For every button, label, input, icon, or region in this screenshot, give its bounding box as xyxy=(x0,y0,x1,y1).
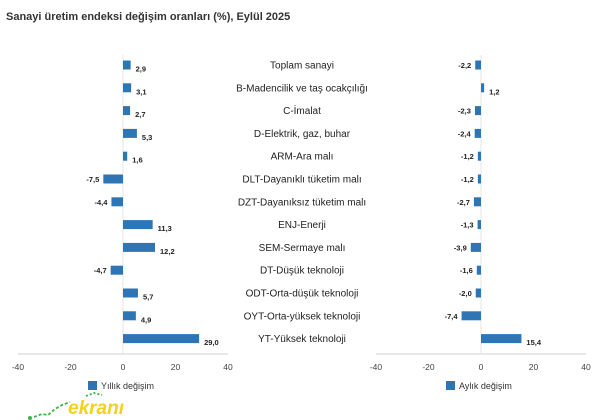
bar-annual xyxy=(123,220,153,230)
data-label-annual: -4,4 xyxy=(95,198,109,207)
bar-annual xyxy=(123,60,131,70)
bar-annual xyxy=(123,288,138,298)
legend-swatch-annual xyxy=(88,381,97,390)
bar-monthly xyxy=(476,265,481,275)
category-label: DT-Düşük teknoloji xyxy=(260,266,344,277)
bar-monthly xyxy=(461,311,481,321)
bar-monthly xyxy=(481,334,522,344)
data-label-monthly: 15,4 xyxy=(526,338,541,347)
category-label: OYT-Orta-yüksek teknoloji xyxy=(244,311,361,322)
bar-monthly xyxy=(473,197,481,207)
data-label-annual: -4,7 xyxy=(94,266,107,275)
category-label: ENJ-Enerji xyxy=(278,220,326,231)
data-label-monthly: -2,2 xyxy=(458,61,471,70)
data-label-annual: 1,6 xyxy=(132,156,142,165)
x-tick-label: -40 xyxy=(12,362,25,372)
data-label-annual: 12,2 xyxy=(160,247,175,256)
logo-dot xyxy=(28,416,32,420)
category-label: DZT-Dayanıksız tüketim malı xyxy=(238,197,366,208)
data-label-annual: 3,1 xyxy=(136,87,146,96)
data-label-annual: -7,5 xyxy=(86,175,99,184)
category-label: B-Madencilik ve taş ocakçılığı xyxy=(236,83,368,94)
bar-annual xyxy=(111,197,123,207)
data-label-annual: 5,7 xyxy=(143,293,153,302)
data-label-annual: 11,3 xyxy=(158,224,172,233)
bar-monthly xyxy=(470,242,481,252)
logo-arc xyxy=(85,392,103,397)
bar-annual xyxy=(110,265,123,275)
bar-monthly xyxy=(474,106,481,116)
bar-annual xyxy=(123,242,156,252)
category-labels: Toplam sanayi B-Madencilik ve taş ocakçıl… xyxy=(236,61,368,346)
x-tick-label: 20 xyxy=(171,362,181,372)
x-tick-label: 40 xyxy=(223,362,233,372)
bar-annual xyxy=(123,311,136,321)
data-label-monthly: -2,7 xyxy=(457,198,470,207)
category-label: DLT-Dayanıklı tüketim malı xyxy=(242,175,361,186)
data-label-monthly: -2,4 xyxy=(458,129,472,138)
data-label-monthly: -1,2 xyxy=(461,175,474,184)
bar-annual xyxy=(123,151,128,161)
logo-swoosh xyxy=(33,401,71,418)
logo: ekranı xyxy=(28,392,124,420)
data-label-annual: 5,3 xyxy=(142,133,152,142)
legend-label-monthly: Aylık değişim xyxy=(459,381,512,391)
x-tick-label: -20 xyxy=(64,362,77,372)
category-label: C-İmalat xyxy=(283,104,321,117)
legend-monthly: Aylık değişim xyxy=(446,381,512,391)
data-label-monthly: 1,2 xyxy=(489,87,499,96)
bar-monthly xyxy=(477,220,481,230)
bar-monthly xyxy=(477,151,481,161)
panel-annual: -40 -20 0 20 40 2,9 3,1 2,7 5,3 1,6 -7,5 -4,4 11,3 12… xyxy=(12,55,233,372)
data-label-monthly: -2,0 xyxy=(459,289,472,298)
data-label-annual: 2,7 xyxy=(135,110,145,119)
bar-annual xyxy=(123,128,137,138)
category-label: Toplam sanayi xyxy=(270,61,334,72)
logo-text: ekranı xyxy=(68,398,124,419)
data-label-annual: 4,9 xyxy=(141,315,151,324)
x-tick-label: 20 xyxy=(529,362,539,372)
data-label-monthly: -2,3 xyxy=(458,107,471,116)
x-tick-label: -20 xyxy=(422,362,435,372)
bar-monthly xyxy=(477,174,481,184)
x-tick-label: 0 xyxy=(121,362,126,372)
category-label: ODT-Orta-düşük teknoloji xyxy=(246,289,359,300)
bar-monthly xyxy=(475,288,481,298)
bar-annual xyxy=(123,83,132,93)
bar-monthly xyxy=(481,83,485,93)
panel-monthly: -40 -20 0 20 40 -2,2 1,2 -2,3 -2,4 -1,2 -1,2 -2,7 -1… xyxy=(370,55,591,372)
data-label-monthly: -1,2 xyxy=(461,152,474,161)
category-label: D-Elektrik, gaz, buhar xyxy=(254,129,351,140)
category-label: YT-Yüksek teknoloji xyxy=(258,334,346,345)
category-label: ARM-Ara malı xyxy=(271,152,334,163)
data-label-annual: 2,9 xyxy=(136,65,146,74)
x-tick-label: 0 xyxy=(479,362,484,372)
data-label-monthly: -3,9 xyxy=(454,243,467,252)
bar-annual xyxy=(123,334,200,344)
bar-monthly xyxy=(475,60,481,70)
data-label-annual: 29,0 xyxy=(204,338,219,347)
legend-annual: Yıllık değişim xyxy=(88,381,154,391)
legend-label-annual: Yıllık değişim xyxy=(101,381,154,391)
chart-title: Sanayi üretim endeksi değişim oranları (… xyxy=(6,11,290,23)
x-tick-label: -40 xyxy=(370,362,383,372)
bar-monthly xyxy=(474,128,481,138)
bar-annual xyxy=(123,106,131,116)
bar-annual xyxy=(103,174,123,184)
category-label: SEM-Sermaye malı xyxy=(259,243,346,254)
x-tick-label: 40 xyxy=(581,362,591,372)
legend-swatch-monthly xyxy=(446,381,455,390)
data-label-monthly: -1,6 xyxy=(460,266,473,275)
data-label-monthly: -1,3 xyxy=(461,221,474,230)
data-label-monthly: -7,4 xyxy=(445,312,459,321)
